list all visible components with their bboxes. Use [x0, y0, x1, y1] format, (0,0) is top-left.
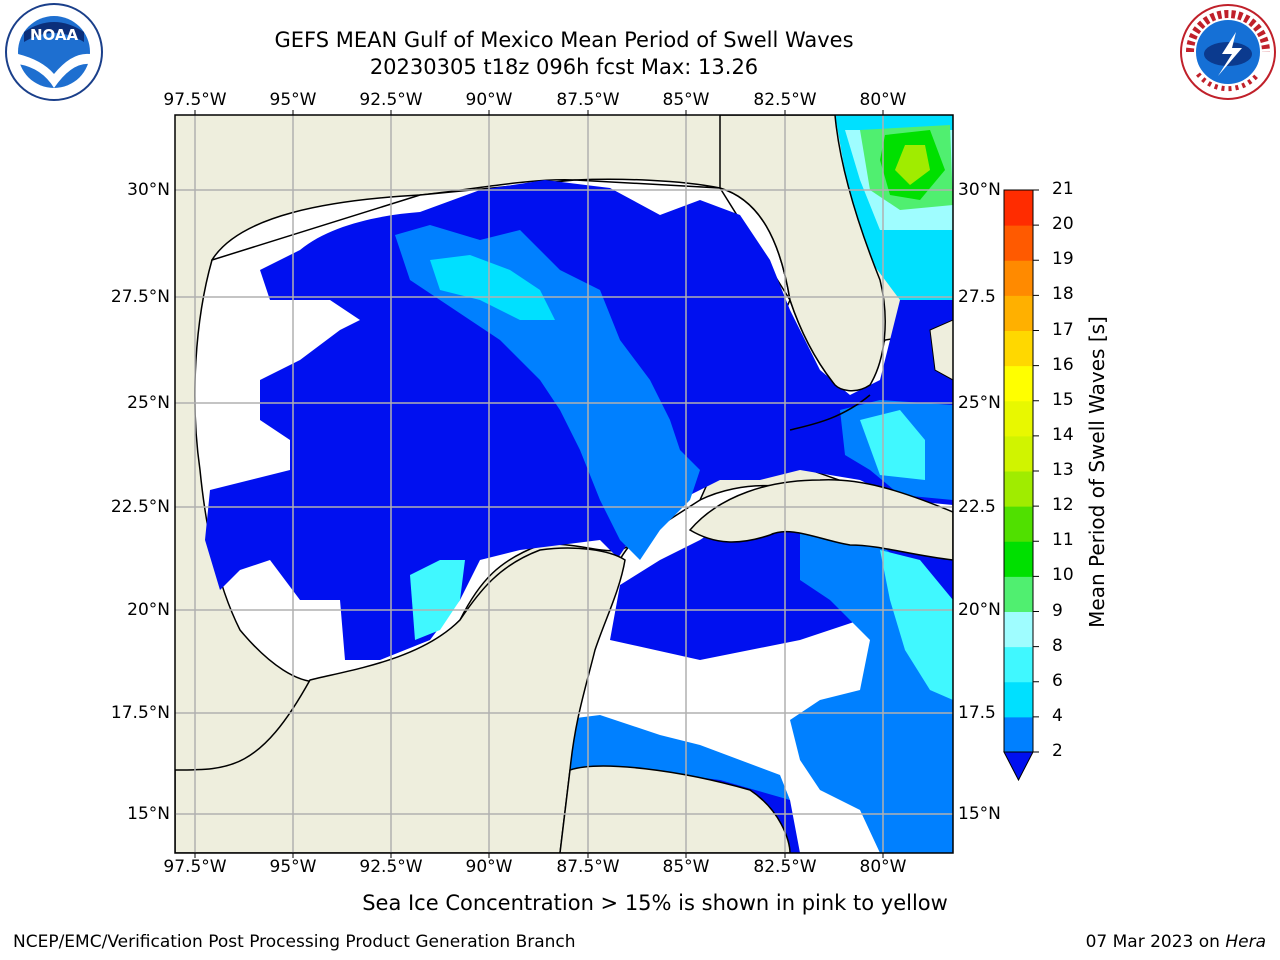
lat-label-left: 17.5°N	[110, 703, 170, 723]
lat-label-left: 15°N	[127, 804, 170, 824]
lon-label-bottom: 82.5°W	[753, 857, 817, 877]
lon-label-top: 87.5°W	[556, 90, 620, 110]
colorbar-tick-label: 9	[1052, 600, 1063, 621]
cuba-land	[688, 479, 953, 561]
swell-field-cyan-campeche	[410, 560, 465, 640]
lat-label-right: 17.5	[958, 703, 996, 723]
swell-field-cyan	[430, 255, 555, 320]
lat-label-left: 25°N	[127, 393, 170, 413]
lon-label-bottom: 87.5°W	[556, 857, 620, 877]
lat-label-right: 15°N	[958, 804, 1001, 824]
colorbar-band	[1004, 365, 1033, 402]
swell-field-deep-blue	[205, 180, 953, 853]
colorbar-band	[1004, 611, 1033, 648]
colorbar-band	[1004, 190, 1033, 226]
central-america-land	[559, 765, 791, 853]
footer-credit: NCEP/EMC/Verification Post Processing Pr…	[13, 932, 576, 952]
lon-label-top: 85°W	[662, 90, 710, 110]
footer-date-text: 07 Mar 2023 on	[1085, 932, 1226, 952]
colorbar-tick-label: 6	[1052, 670, 1063, 691]
noaa-logo: NOAA	[5, 3, 103, 101]
colorbar-tick-label: 13	[1052, 460, 1074, 480]
colorbar-tick-label: 4	[1052, 705, 1063, 726]
lat-label-right: 20°N	[958, 600, 1001, 620]
swell-field-cyan-carib	[880, 550, 953, 700]
map-ticks	[194, 110, 884, 858]
footer-date: 07 Mar 2023 on Hera	[1086, 932, 1266, 952]
colorbar-tick-label: 12	[1052, 495, 1074, 516]
lat-label-right: 22.5	[958, 497, 996, 517]
colorbar-band	[1004, 225, 1033, 261]
lat-label-right: 27.5	[958, 287, 996, 307]
lon-label-top: 97.5°W	[163, 90, 227, 110]
colorbar-tick-label: 17	[1052, 319, 1074, 340]
lat-label-left: 20°N	[127, 600, 170, 620]
swell-field-blue-south	[560, 715, 790, 800]
colorbar-tick-label: 2	[1052, 741, 1063, 761]
colorbar-band	[1004, 471, 1033, 507]
footer-host: Hera	[1225, 932, 1266, 952]
lat-label-left: 22.5°N	[110, 497, 170, 517]
forecast-subtitle: 20230305 t18z 096h fcst Max: 13.26	[369, 55, 759, 79]
swell-field-cyan-east	[860, 410, 925, 480]
colorbar-tick-label: 20	[1052, 214, 1074, 235]
colorbar-tick-label: 8	[1052, 635, 1063, 656]
colorbar-band	[1004, 646, 1033, 683]
colorbar-tick-label: 14	[1052, 424, 1074, 445]
colorbar-tick-label: 19	[1052, 249, 1074, 270]
lon-label-bottom: 97.5°W	[163, 857, 227, 877]
colorbar-tick-label: 18	[1052, 284, 1074, 305]
lon-label-top: 92.5°W	[359, 90, 423, 110]
colorbar-band	[1004, 541, 1033, 577]
sea-ice-note: Sea Ice Concentration > 15% is shown in …	[362, 891, 948, 915]
nws-logo	[1180, 4, 1276, 100]
yucatan-land	[175, 547, 626, 853]
colorbar-band	[1004, 681, 1033, 718]
lon-label-top: 95°W	[269, 90, 317, 110]
lon-label-top: 90°W	[465, 90, 513, 110]
florida-keys	[789, 394, 871, 431]
swell-field-yellow-green	[895, 145, 930, 185]
colorbar-band	[1004, 435, 1033, 472]
bahamas-land	[929, 319, 953, 381]
colorbar-band	[1004, 576, 1033, 612]
colorbar-tick-label: 21	[1052, 179, 1074, 199]
colorbar-band	[1004, 400, 1033, 437]
lon-label-top: 80°W	[859, 90, 907, 110]
colorbar-band	[1004, 716, 1033, 753]
lat-label-right: 30°N	[958, 180, 1001, 200]
lon-label-bottom: 92.5°W	[359, 857, 423, 877]
lat-label-right: 25°N	[958, 393, 1001, 413]
graticule	[175, 115, 953, 853]
colorbar-tick-label: 11	[1052, 530, 1074, 551]
colorbar-band	[1004, 260, 1033, 296]
colorbar-band	[1004, 506, 1033, 542]
colorbar-band	[1004, 330, 1033, 367]
colorbar-title: Mean Period of Swell Waves [s]	[1085, 316, 1109, 628]
svg-text:NOAA: NOAA	[30, 26, 79, 44]
lat-label-left: 30°N	[127, 180, 170, 200]
lon-label-top: 82.5°W	[753, 90, 817, 110]
colorbar-tick-label: 10	[1052, 565, 1074, 586]
colorbar-extend-triangle	[1003, 751, 1034, 782]
lon-label-bottom: 95°W	[269, 857, 317, 877]
colorbar	[1003, 189, 1039, 782]
florida-land	[719, 115, 886, 392]
lon-label-bottom: 80°W	[859, 857, 907, 877]
colorbar-tick-label: 16	[1052, 354, 1074, 375]
lat-label-left: 27.5°N	[110, 287, 170, 307]
lon-label-bottom: 85°W	[662, 857, 710, 877]
lon-label-bottom: 90°W	[465, 857, 513, 877]
swell-field-blue	[395, 225, 700, 560]
colorbar-tick-label: 15	[1052, 389, 1074, 410]
colorbar-band	[1004, 295, 1033, 331]
map-frame	[174, 114, 954, 854]
chart-title: GEFS MEAN Gulf of Mexico Mean Period of …	[274, 28, 854, 52]
